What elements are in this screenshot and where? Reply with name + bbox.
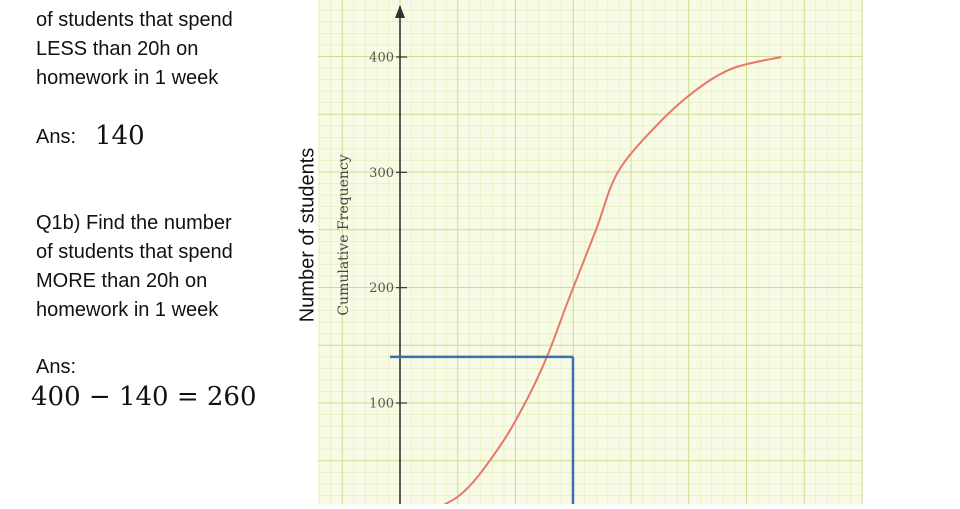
y-tick-label: 300	[369, 166, 394, 181]
question-panel: of students that spend LESS than 20h on …	[0, 0, 300, 504]
question-b-line-2: of students that spend	[36, 241, 233, 263]
question-a-line-1: of students that spend	[36, 9, 233, 31]
answer-b-label: Ans:	[36, 356, 77, 378]
y-axis-label-secondary: Cumulative Frequency	[336, 154, 352, 316]
y-tick-label: 100	[369, 397, 394, 412]
chart-svg: 100 200 300 400	[318, 0, 863, 509]
answer-a-label: Ans:	[36, 126, 77, 148]
cumulative-frequency-chart: 100 200 300 400	[318, 0, 863, 509]
y-tick-label: 200	[369, 281, 394, 296]
answer-a-value: 140	[95, 121, 145, 151]
answer-b-value: 400 − 140 = 260	[31, 382, 257, 412]
y-tick-label: 400	[369, 51, 394, 66]
question-a-line-3: homework in 1 week	[36, 67, 219, 89]
question-b-line-1: Q1b) Find the number	[36, 212, 232, 234]
question-b-line-4: homework in 1 week	[36, 299, 219, 321]
y-axis-arrow	[395, 5, 405, 18]
question-a-line-2: LESS than 20h on	[36, 38, 199, 60]
y-axis-label: Number of students	[296, 147, 319, 323]
cumulative-frequency-curve	[431, 56, 782, 509]
graph-paper	[318, 0, 863, 504]
question-b-line-3: MORE than 20h on	[36, 270, 208, 292]
